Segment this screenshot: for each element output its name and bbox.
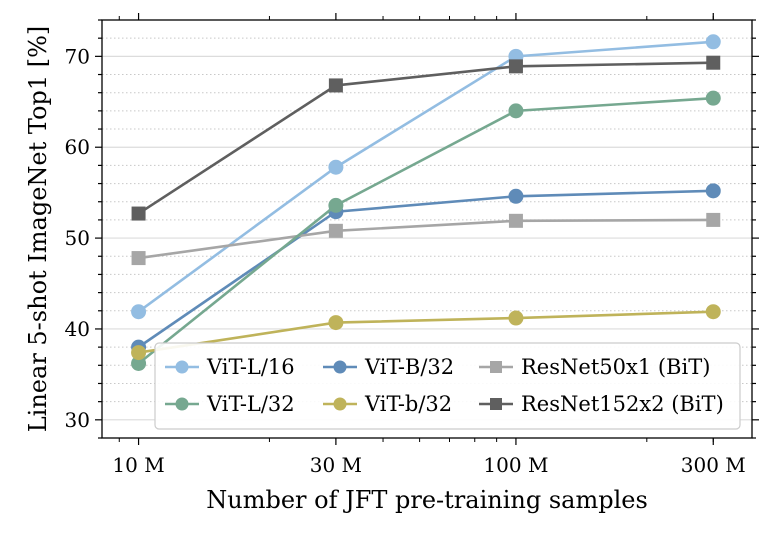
- legend-box: [154, 342, 741, 430]
- data-point: [508, 310, 524, 326]
- data-point: [131, 251, 146, 266]
- legend-label: ViT-b/32: [364, 392, 452, 416]
- legend-label: ResNet50x1 (BiT): [521, 355, 710, 379]
- x-tick-label: 100 M: [483, 453, 548, 477]
- data-point: [508, 103, 524, 119]
- y-tick-label: 60: [65, 135, 90, 159]
- legend-marker: [175, 360, 189, 374]
- data-point: [705, 183, 721, 199]
- data-point: [705, 304, 721, 320]
- data-point: [131, 355, 147, 371]
- legend-marker: [490, 398, 502, 410]
- data-point: [706, 212, 721, 227]
- series-line: [137, 189, 714, 349]
- axes: 30 40 50 60 70 10 M 30 M 100 M 300 M: [65, 13, 759, 477]
- data-point: [328, 78, 343, 93]
- series-line: [137, 61, 714, 215]
- data-point: [131, 345, 147, 361]
- data-point: [705, 90, 721, 106]
- legend-label: ResNet152x2 (BiT): [521, 392, 724, 416]
- plot-frame: [101, 19, 753, 439]
- data-point: [508, 59, 523, 74]
- y-axis-title: Linear 5-shot ImageNet Top1 [%]: [24, 26, 52, 433]
- data-point: [508, 188, 524, 204]
- data-point: [328, 223, 343, 238]
- data-point: [131, 206, 146, 221]
- y-tick-label: 30: [65, 408, 90, 432]
- x-tick-label: 300 M: [681, 453, 746, 477]
- x-tick-label: 10 M: [112, 453, 164, 477]
- y-tick-label: 50: [65, 226, 90, 250]
- data-point: [328, 159, 344, 175]
- legend-marker: [490, 361, 502, 373]
- data-point: [705, 34, 721, 50]
- legend-marker: [333, 360, 347, 374]
- y-tick-label: 40: [65, 317, 90, 341]
- data-point: [706, 55, 721, 70]
- legend-marker: [175, 397, 189, 411]
- series-line: [137, 40, 714, 313]
- legend-label: ViT-B/32: [364, 355, 454, 379]
- legend-label: ViT-L/32: [206, 392, 295, 416]
- data-point: [131, 304, 147, 320]
- legend-marker: [333, 397, 347, 411]
- data-point: [328, 197, 344, 213]
- y-tick-label: 70: [65, 44, 90, 68]
- x-axis-title: Number of JFT pre-training samples: [206, 486, 648, 514]
- x-tick-label: 30 M: [310, 453, 362, 477]
- data-point: [328, 315, 344, 331]
- series-line: [138, 310, 714, 354]
- legend-label: ViT-L/16: [206, 355, 295, 379]
- series-line: [137, 96, 714, 365]
- series-line: [138, 218, 714, 260]
- data-point: [508, 213, 523, 228]
- series-lines: [131, 34, 721, 371]
- legend: ViT-L/16 ViT-B/32 ResNet50x1 (BiT) ViT-L/32…: [154, 342, 741, 430]
